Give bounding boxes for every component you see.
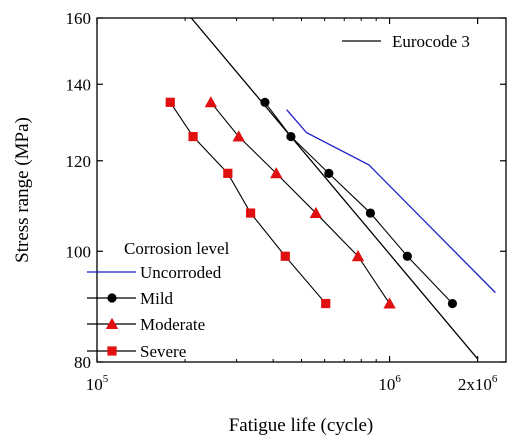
data-point-severe (280, 251, 290, 261)
legend-marker-mild (107, 293, 117, 303)
legend-label-severe: Severe (140, 342, 186, 361)
data-point-moderate (232, 130, 245, 142)
data-point-moderate (383, 297, 396, 309)
y-tick-label: 120 (66, 152, 92, 171)
series-mild (260, 97, 458, 309)
series-severe (165, 97, 331, 309)
series-line-severe (169, 102, 327, 304)
legend-marker-severe (107, 346, 117, 356)
axes-layer: 80 100 120 140 160 105 106 2x106 (66, 9, 506, 394)
data-point-mild (324, 168, 334, 178)
x-tick-label: 105 (86, 373, 109, 394)
legend-marker-moderate (105, 317, 119, 329)
data-point-severe (223, 168, 233, 178)
data-point-severe (246, 208, 256, 218)
data-point-mild (286, 131, 296, 142)
series-moderate (204, 96, 396, 309)
legend-label-uncorroded: Uncorroded (140, 263, 222, 282)
data-point-moderate (270, 167, 283, 179)
y-tick-label: 140 (66, 75, 92, 94)
y-axis-title: Stress range (MPa) (12, 117, 33, 263)
y-tick-label: 80 (74, 353, 91, 372)
data-point-severe (165, 97, 175, 107)
x-tick-label: 106 (378, 373, 401, 394)
series-uncorroded (286, 109, 496, 294)
data-point-moderate (309, 206, 323, 219)
series-layer (165, 18, 496, 360)
series-line-mild (264, 101, 453, 304)
y-tick-label: 100 (66, 242, 92, 261)
legend-label-moderate: Moderate (140, 315, 205, 334)
data-point-moderate (204, 96, 218, 108)
legend-label-eurocode: Eurocode 3 (392, 32, 470, 51)
legend-title: Corrosion level (124, 239, 230, 258)
x-axis-title: Fatigue life (cycle) (229, 415, 374, 436)
legend-eurocode: Eurocode 3 (342, 32, 470, 51)
x-tick-label: 2x106 (458, 373, 498, 394)
legend-corrosion: Corrosion level Uncorroded Mild Moderate Se… (87, 239, 230, 361)
plot-frame (96, 17, 507, 363)
data-point-severe (188, 131, 198, 142)
series-line-uncorroded (286, 109, 496, 294)
legend-label-mild: Mild (140, 289, 174, 308)
data-point-moderate (351, 250, 365, 262)
data-point-mild (365, 208, 376, 218)
series-eurocode-3 (190, 18, 479, 360)
series-line-eurocode-3 (190, 18, 479, 360)
y-tick-label: 160 (66, 9, 92, 28)
data-point-mild (260, 97, 270, 107)
data-point-mild (402, 251, 412, 261)
series-line-moderate (210, 101, 391, 304)
data-point-severe (321, 298, 331, 309)
data-point-mild (447, 298, 458, 309)
